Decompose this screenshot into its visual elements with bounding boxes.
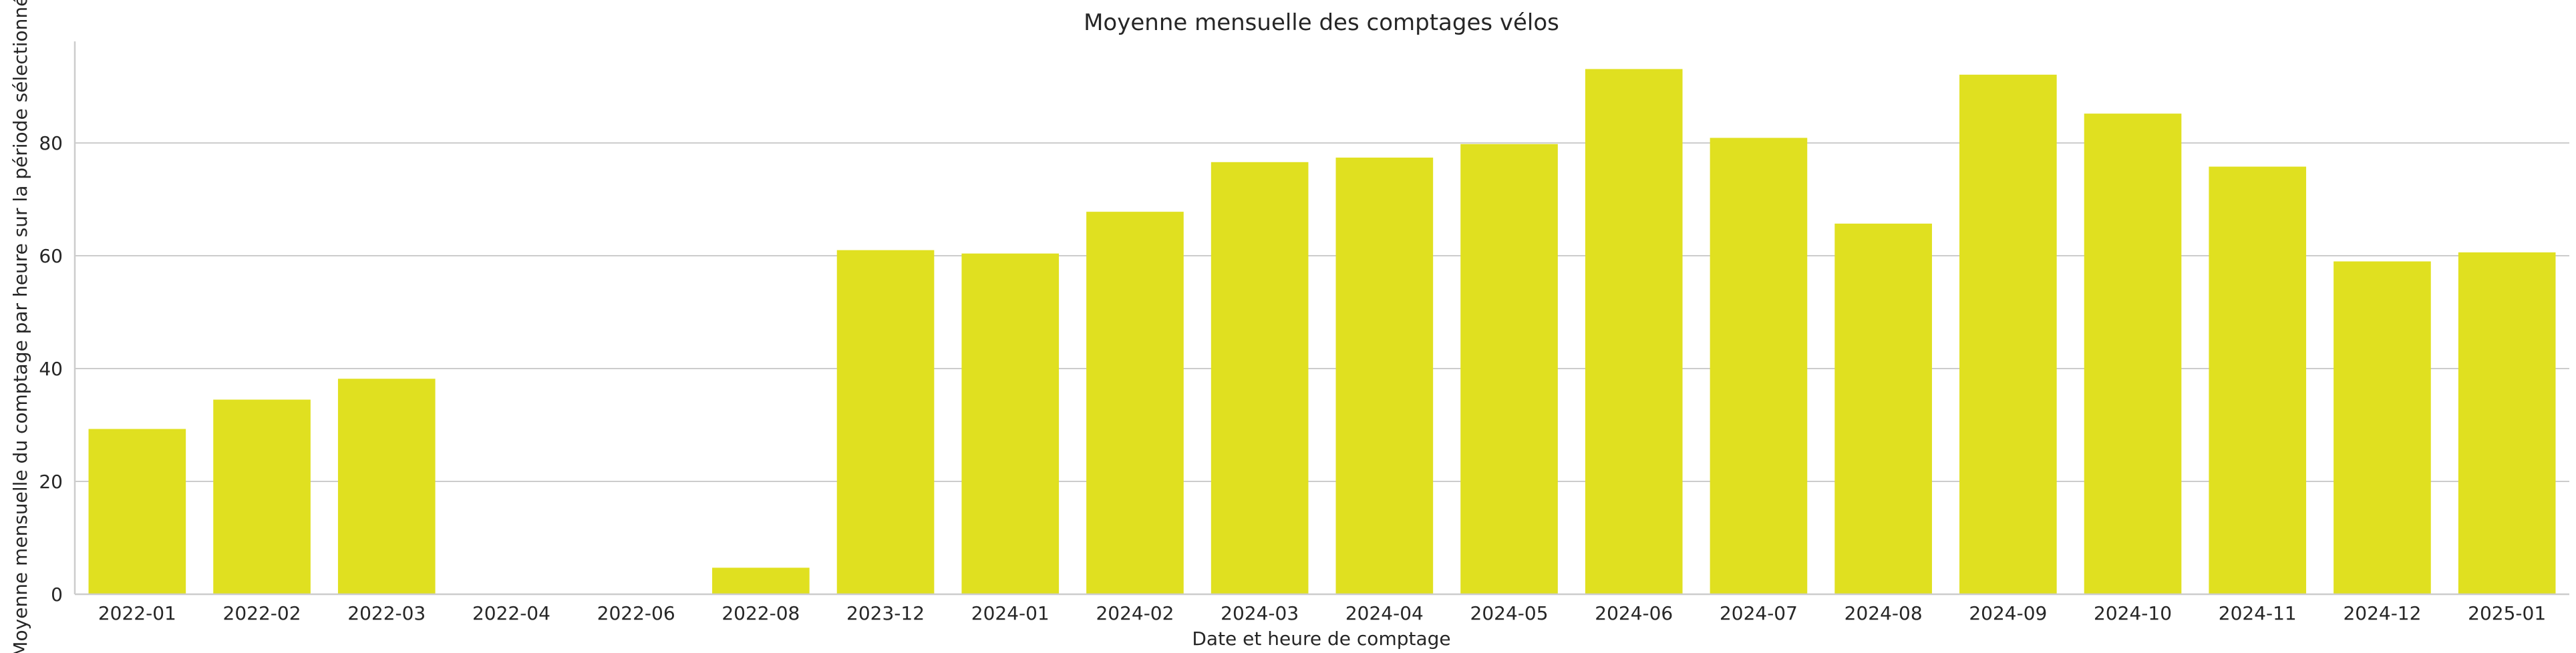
x-tick-label: 2024-05 bbox=[1470, 602, 1549, 624]
x-tick-label: 2022-04 bbox=[472, 602, 550, 624]
x-tick-label: 2024-04 bbox=[1345, 602, 1424, 624]
x-tick-label: 2022-06 bbox=[597, 602, 675, 624]
y-tick-labels: 0 20 40 60 80 bbox=[39, 132, 63, 606]
bar bbox=[2333, 261, 2431, 594]
x-tick-label: 2024-06 bbox=[1595, 602, 1673, 624]
bar bbox=[1211, 162, 1309, 594]
bar bbox=[1959, 74, 2057, 594]
x-tick-label: 2024-09 bbox=[1969, 602, 2047, 624]
bar bbox=[337, 379, 436, 594]
x-tick-label: 2022-02 bbox=[223, 602, 301, 624]
bar bbox=[213, 399, 311, 594]
bar bbox=[2084, 114, 2182, 594]
bar bbox=[961, 253, 1060, 594]
x-tick-label: 2022-03 bbox=[347, 602, 426, 624]
bar bbox=[1834, 223, 1932, 594]
x-tick-label: 2024-07 bbox=[1720, 602, 1798, 624]
bar bbox=[2458, 252, 2556, 595]
x-tick-label: 2024-02 bbox=[1096, 602, 1174, 624]
bar bbox=[1585, 69, 1683, 594]
bar bbox=[1460, 144, 1558, 594]
bar bbox=[1710, 138, 1808, 595]
x-tick-label: 2024-03 bbox=[1221, 602, 1299, 624]
bar bbox=[1335, 158, 1434, 595]
bar bbox=[88, 429, 186, 594]
bars bbox=[88, 69, 2556, 595]
x-tick-label: 2024-08 bbox=[1844, 602, 1923, 624]
x-tick-label: 2024-10 bbox=[2094, 602, 2172, 624]
y-tick-label: 40 bbox=[39, 358, 63, 380]
x-tick-label: 2023-12 bbox=[846, 602, 925, 624]
x-tick-labels: 2022-01 2022-02 2022-03 2022-04 2022-06 2022-… bbox=[98, 602, 2546, 624]
y-tick-label: 80 bbox=[39, 132, 63, 154]
y-axis-label: Moyenne mensuelle du comptage par heure … bbox=[9, 0, 31, 653]
bar bbox=[712, 568, 810, 594]
bar bbox=[836, 250, 935, 594]
x-tick-label: 2024-12 bbox=[2343, 602, 2421, 624]
y-tick-label: 60 bbox=[39, 245, 63, 267]
x-axis-label: Date et heure de comptage bbox=[1192, 628, 1450, 650]
gridlines bbox=[75, 142, 2569, 483]
x-tick-label: 2024-01 bbox=[971, 602, 1050, 624]
x-tick-label: 2022-01 bbox=[98, 602, 176, 624]
y-tick-label: 20 bbox=[39, 471, 63, 493]
bar bbox=[1086, 212, 1184, 594]
x-tick-label: 2025-01 bbox=[2468, 602, 2546, 624]
y-tick-label: 0 bbox=[51, 584, 63, 606]
bar bbox=[2209, 166, 2307, 594]
x-tick-label: 2022-08 bbox=[721, 602, 800, 624]
chart-title: Moyenne mensuelle des comptages vélos bbox=[1084, 9, 1559, 36]
x-tick-label: 2024-11 bbox=[2219, 602, 2297, 624]
